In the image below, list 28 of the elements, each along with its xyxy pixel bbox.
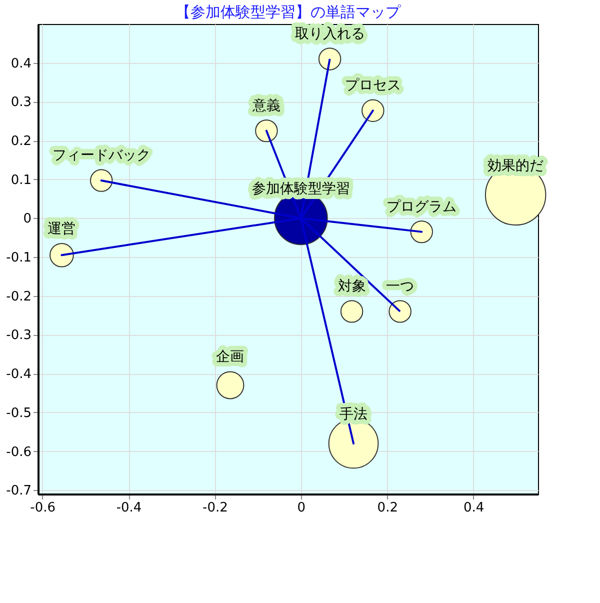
y-tick-label: -0.6: [6, 444, 32, 460]
y-tick-label: 0.4: [10, 56, 32, 72]
annotation: プロセス: [344, 78, 401, 94]
y-tick-label: -0.2: [6, 289, 32, 304]
annotation: 意義: [251, 98, 280, 114]
annotation: プログラム: [386, 198, 457, 215]
annotation: 対象: [338, 278, 366, 294]
y-tick-label: -0.7: [6, 484, 32, 499]
chart-title: 【参加体験型学習】の単語マップ: [176, 3, 402, 21]
x-tick-label: -0.6: [30, 500, 56, 516]
y-tick-label: -0.5: [6, 406, 32, 421]
y-tick-label: 0.1: [10, 172, 32, 188]
y-tick-label: 0.3: [10, 95, 32, 110]
y-tick-label: -0.3: [6, 328, 32, 344]
annotation: 取り入れる: [294, 26, 365, 42]
annotation: 運営: [48, 221, 76, 238]
y-tick-label: -0.1: [6, 250, 32, 266]
y-tick-label: 0.2: [10, 134, 32, 150]
x-tick-label: 0.2: [377, 500, 398, 516]
annotation: 一つ: [386, 278, 414, 294]
x-tick-label: -0.4: [116, 500, 142, 516]
y-tick-label: -0.4: [6, 367, 32, 382]
x-tick-label: 0: [297, 500, 306, 516]
x-tick-label: 0.4: [464, 500, 484, 516]
annotation: フィードバック: [52, 148, 150, 164]
annotation: 企画: [216, 349, 244, 366]
x-tick-label: -0.2: [202, 500, 228, 516]
y-tick-label: 0: [23, 212, 32, 227]
